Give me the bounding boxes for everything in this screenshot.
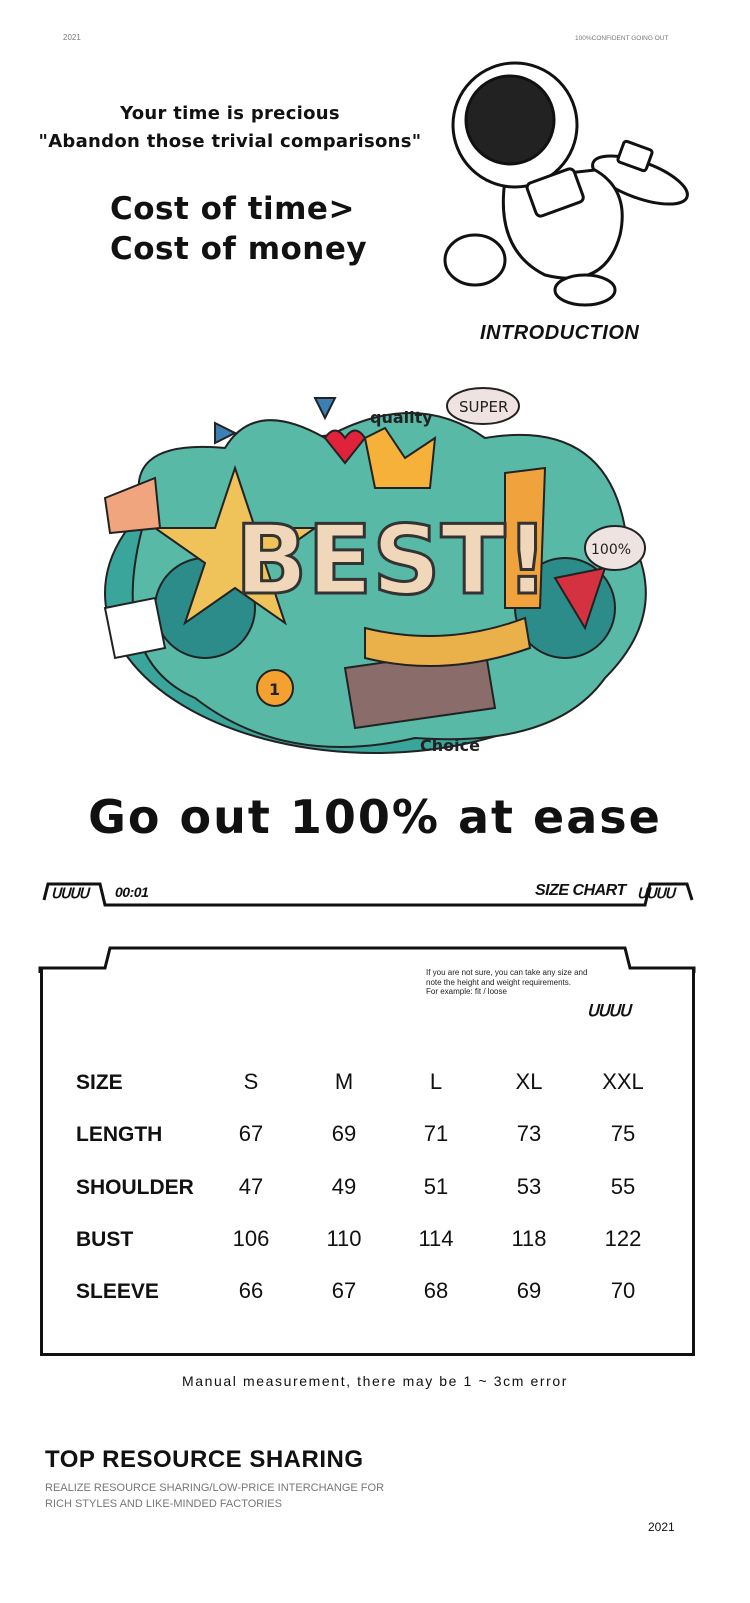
cell: 75 (610, 1121, 636, 1146)
tab-glyphs-left: ᑌᑌᑌᑌ (51, 885, 89, 901)
header-year: 2021 (63, 33, 81, 42)
cell: XXL (602, 1069, 644, 1094)
row-label: SIZE (76, 1071, 123, 1094)
cell: 70 (610, 1278, 636, 1303)
cell: L (429, 1069, 443, 1094)
footer-title: TOP RESOURCE SHARING (45, 1446, 364, 1473)
cell: 122 (604, 1226, 642, 1251)
super-text: SUPER (459, 398, 508, 416)
size-note-line: note the height and weight requirements. (426, 977, 571, 987)
slogan-line-1: Your time is precious (120, 103, 340, 124)
cell: 69 (331, 1121, 357, 1146)
row-label: LENGTH (76, 1123, 163, 1146)
cell: 71 (423, 1121, 449, 1146)
cell: 51 (423, 1174, 449, 1199)
cell: 118 (511, 1226, 547, 1251)
size-note-line: If you are not sure, you can take any si… (426, 968, 588, 977)
best-text: BEST! (235, 506, 549, 616)
headline: Go out 100% at ease (88, 790, 662, 844)
astronaut-illustration (443, 61, 689, 307)
row-label: SLEEVE (76, 1280, 159, 1303)
best-doodle-illustration: BEST! quality SUPER 100% Choice 1 (103, 387, 647, 755)
row-label: BUST (76, 1228, 134, 1251)
size-chart-frame (38, 882, 696, 973)
cell: 53 (516, 1174, 542, 1199)
cell: XL (515, 1069, 543, 1094)
cell: 67 (238, 1121, 264, 1146)
table-row: SLEEVE 66 67 68 69 70 (76, 1278, 676, 1308)
note-glyphs: ᑌᑌᑌᑌ (587, 1003, 631, 1020)
row-label: SHOULDER (76, 1176, 194, 1199)
table-row: LENGTH 67 69 71 73 75 (76, 1121, 676, 1151)
size-chart-box (40, 968, 695, 1356)
cell: 68 (423, 1278, 449, 1303)
choice-text: Choice (420, 736, 480, 755)
table-row: BUST 106 110 114 118 122 (76, 1226, 676, 1256)
table-row: SHOULDER 47 49 51 53 55 (76, 1174, 676, 1204)
measurement-note: Manual measurement, there may be 1 ~ 3cm… (181, 1373, 568, 1389)
cell: 49 (331, 1174, 357, 1199)
counter: 00:01 (115, 884, 149, 900)
cell: 47 (238, 1174, 264, 1199)
size-chart-title: SIZE CHART (535, 882, 626, 899)
slogan-line-2: "Abandon those trivial comparisons" (38, 131, 422, 152)
size-note: If you are not sure, you can take any si… (426, 968, 587, 997)
table-row: SIZE S M L XL XXL (76, 1069, 676, 1099)
footer-year: 2021 (648, 1520, 675, 1534)
percent-text: 100% (591, 542, 631, 558)
cell: 114 (418, 1226, 454, 1251)
cell: M (334, 1069, 354, 1094)
cost-line-2: Cost of money (110, 231, 368, 267)
introduction-label: INTRODUCTION (480, 322, 640, 344)
cell: 66 (238, 1278, 264, 1303)
tab-glyphs-right: ᑌᑌᑌᑌ (637, 885, 675, 901)
header-tagline: 100%CONFIDENT GOING OUT (575, 35, 669, 42)
footer-subtitle: REALIZE RESOURCE SHARING/LOW-PRICE INTER… (45, 1482, 385, 1510)
cost-line-1: Cost of time> (110, 191, 355, 227)
cell: 106 (232, 1226, 270, 1251)
cell: 69 (516, 1278, 542, 1303)
size-note-line: For example: fit / loose (426, 987, 507, 996)
cell: 110 (326, 1226, 362, 1251)
cell: S (243, 1069, 259, 1094)
cell: 67 (331, 1278, 357, 1303)
quality-text: quality (370, 408, 433, 427)
cell: 73 (516, 1121, 542, 1146)
medal-number: 1 (269, 680, 280, 699)
cell: 55 (610, 1174, 636, 1199)
